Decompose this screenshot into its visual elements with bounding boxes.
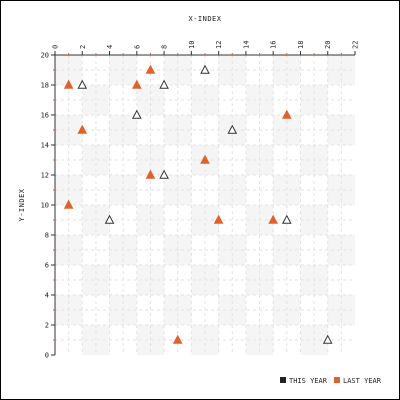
x-tick-label: 20 <box>324 41 332 49</box>
point-last-year <box>131 79 142 89</box>
point-this-year <box>159 169 169 179</box>
x-tick-label: 6 <box>133 45 141 49</box>
y-tick-label: 14 <box>41 142 49 150</box>
point-last-year <box>200 154 210 164</box>
point-this-year <box>200 64 210 74</box>
point-last-year <box>172 334 183 344</box>
y-tick-label: 10 <box>41 202 49 210</box>
y-tick-label: 6 <box>45 262 49 270</box>
y-tick-label: 4 <box>45 292 49 300</box>
point-this-year <box>281 214 292 224</box>
x-tick-label: 16 <box>270 41 278 49</box>
y-tick-label: 18 <box>41 82 49 90</box>
x-tick-label: 8 <box>161 45 169 49</box>
y-tick-label: 12 <box>41 172 49 180</box>
point-last-year <box>63 199 74 209</box>
point-last-year <box>77 124 88 134</box>
x-tick-label: 14 <box>242 41 250 49</box>
y-tick-label: 20 <box>41 52 49 60</box>
point-last-year <box>268 214 279 224</box>
legend-label: LAST YEAR <box>343 377 382 385</box>
point-last-year <box>63 79 74 89</box>
x-tick-label: 4 <box>106 45 114 49</box>
legend-label: THIS YEAR <box>289 377 328 385</box>
point-last-year <box>145 64 156 74</box>
x-tick-label: 22 <box>352 41 360 49</box>
y-tick-label: 16 <box>41 112 49 120</box>
point-this-year <box>322 334 333 344</box>
x-axis-title: X-INDEX <box>188 15 221 23</box>
y-tick-label: 8 <box>45 232 49 240</box>
legend-swatch <box>280 377 286 383</box>
x-tick-label: 10 <box>188 41 196 49</box>
point-this-year <box>227 124 238 134</box>
point-this-year <box>104 214 115 224</box>
point-this-year <box>77 79 88 89</box>
x-tick-label: 2 <box>79 45 87 49</box>
y-tick-label: 2 <box>45 322 49 330</box>
x-tick-label: 12 <box>215 41 223 49</box>
point-last-year <box>281 109 292 119</box>
y-axis-title: Y-INDEX <box>18 188 26 221</box>
x-tick-label: 18 <box>297 41 305 49</box>
point-this-year <box>159 79 169 89</box>
x-tick-label: 0 <box>52 45 60 49</box>
point-last-year <box>145 169 156 179</box>
y-tick-label: 0 <box>45 352 49 360</box>
legend-swatch <box>334 377 340 383</box>
point-this-year <box>131 109 142 119</box>
point-last-year <box>213 214 224 224</box>
